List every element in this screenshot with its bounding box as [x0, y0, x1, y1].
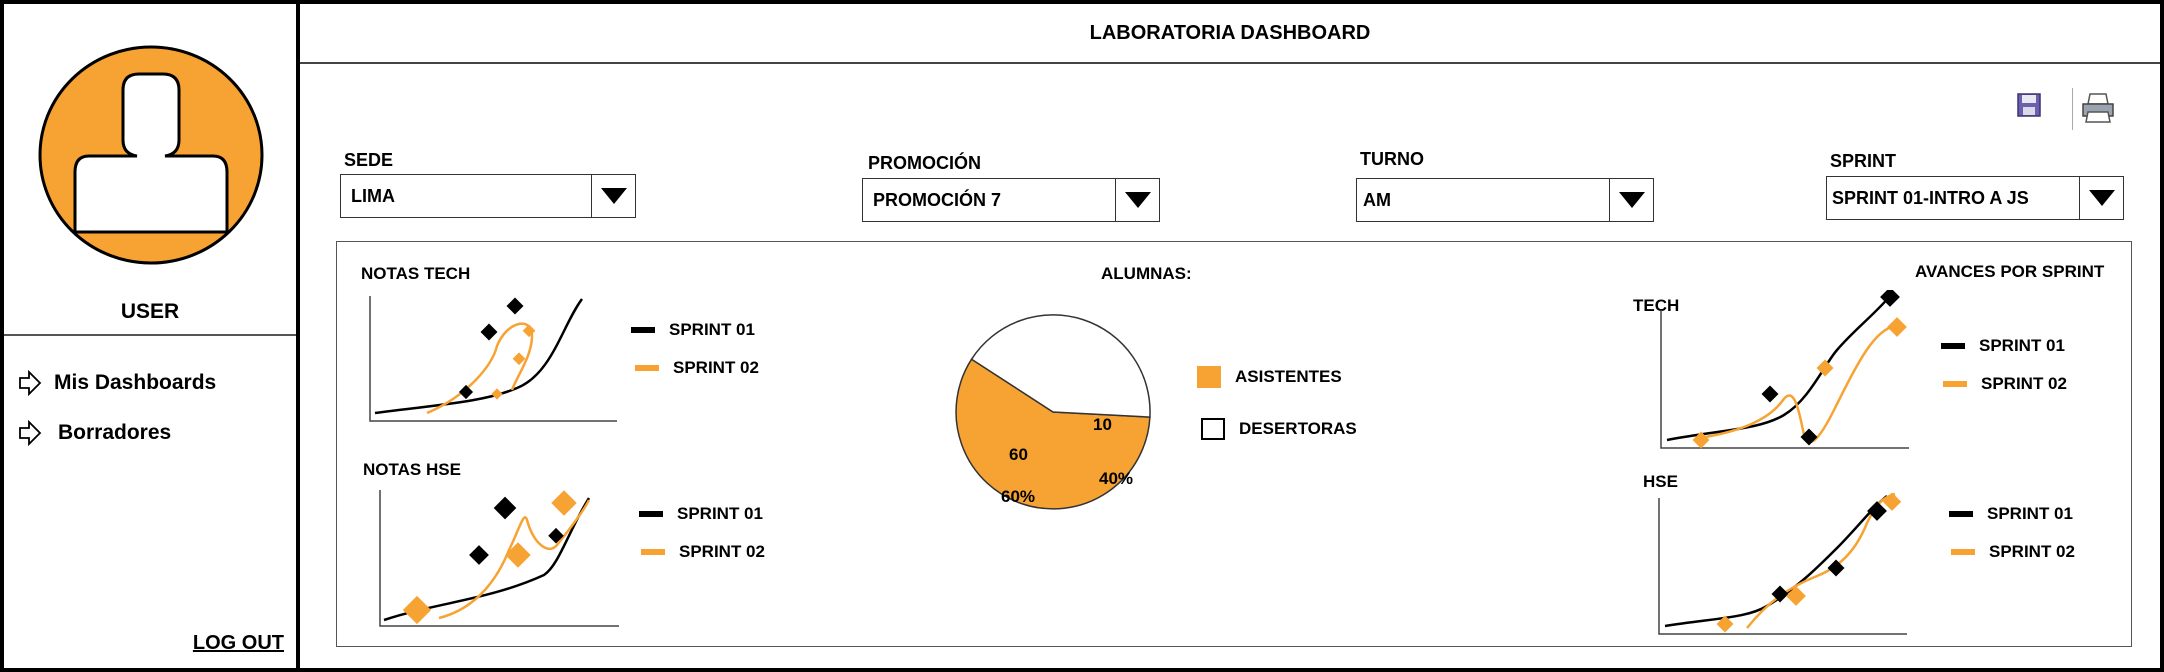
sidebar-item-mis-dashboards[interactable]: Mis Dashboards: [18, 370, 216, 396]
arrow-right-icon: [19, 370, 42, 396]
sprint-select[interactable]: SPRINT 01-INTRO A JS: [1826, 176, 2124, 220]
charts-panel: NOTAS TECH SPRINT 01 SPRINT 02 NOTAS HSE: [336, 241, 2132, 647]
chevron-down-icon[interactable]: [591, 175, 635, 217]
pie-label-value: 60: [1009, 445, 1028, 464]
sede-select[interactable]: LIMA: [340, 174, 636, 218]
legend-label: DESERTORAS: [1239, 419, 1357, 438]
alumnas-pie-chart: 60 60% 10 40%: [955, 314, 1151, 510]
notas-tech-chart: [369, 296, 617, 422]
legend-label: SPRINT 02: [679, 542, 765, 561]
notas-hse-chart: [379, 490, 619, 627]
tech-title: TECH: [1633, 296, 1680, 315]
sidebar-item-borradores[interactable]: Borradores: [18, 420, 171, 446]
sprint02-point: [1887, 317, 1907, 337]
promocion-select[interactable]: PROMOCIÓN 7: [862, 178, 1160, 222]
sprint02-point: [402, 595, 432, 625]
promocion-value: PROMOCIÓN 7: [873, 189, 1002, 210]
sidebar: USER Mis Dashboards Borradores LOG OUT: [0, 0, 300, 672]
printer-icon: [2082, 93, 2114, 123]
sprint02-line: [1698, 323, 1898, 443]
avances-tech-chart: [1660, 290, 1909, 449]
legend-label: SPRINT 01: [677, 504, 763, 523]
chevron-down-icon[interactable]: [1115, 179, 1159, 221]
user-icon: [38, 45, 264, 265]
sprint01-point: [458, 384, 474, 400]
filter-label-promocion: PROMOCIÓN: [868, 153, 982, 173]
save-button[interactable]: [2016, 92, 2042, 123]
sprint02-point: [522, 324, 536, 338]
save-icon: [2017, 93, 2041, 117]
legend-label: ASISTENTES: [1235, 367, 1342, 386]
sprint01-line: [1666, 294, 1892, 442]
sprint02-point: [1786, 586, 1806, 606]
legend-label: SPRINT 02: [1981, 374, 2067, 393]
sprint01-point: [506, 297, 524, 315]
alumnas-title: ALUMNAS:: [1101, 264, 1192, 283]
turno-select[interactable]: AM: [1356, 178, 1654, 222]
legend-sprint02: SPRINT 02: [1943, 374, 2067, 394]
legend-sprint01: SPRINT 01: [1949, 504, 2073, 524]
legend-desertoras: DESERTORAS: [1201, 418, 1357, 440]
sidebar-divider: [4, 334, 296, 336]
avatar[interactable]: [37, 44, 265, 266]
sprint01-point: [1761, 385, 1779, 403]
sidebar-item-label: Borradores: [58, 421, 172, 444]
notas-hse-title: NOTAS HSE: [363, 460, 461, 479]
legend-sprint01: SPRINT 01: [631, 320, 755, 340]
chevron-down-icon[interactable]: [2079, 177, 2123, 219]
hse-title: HSE: [1643, 472, 1678, 491]
sprint-value: SPRINT 01-INTRO A JS: [1832, 187, 2029, 208]
pie-slice-desertoras: [970, 314, 1151, 418]
sprint02-point: [505, 542, 531, 568]
main-area: LABORATORIA DASHBOARD SEDE LIMA PROMOCIÓ…: [300, 0, 2164, 672]
legend-label: SPRINT 01: [1987, 504, 2073, 523]
sede-value: LIMA: [351, 185, 395, 206]
avances-title: AVANCES POR SPRINT: [1915, 262, 2105, 281]
chevron-down-icon[interactable]: [1609, 179, 1653, 221]
filter-label-sprint: SPRINT: [1830, 151, 1897, 171]
sprint01-point: [1867, 501, 1887, 521]
sprint02-point: [1882, 492, 1902, 511]
legend-sprint02: SPRINT 02: [1951, 542, 2075, 562]
filter-label-sede: SEDE: [344, 150, 394, 170]
pie-slice-asistentes: [955, 358, 1151, 510]
legend-sprint01: SPRINT 01: [639, 504, 763, 524]
notas-tech-title: NOTAS TECH: [361, 264, 471, 283]
sprint01-point: [1880, 290, 1900, 307]
sprint02-point: [551, 490, 577, 516]
sprint02-line: [438, 499, 591, 620]
pie-label-percent: 40%: [1099, 469, 1133, 488]
arrow-right-icon: [19, 420, 42, 446]
sprint01-line: [1664, 495, 1888, 628]
sprint01-point: [493, 496, 517, 520]
page-title: LABORATORIA DASHBOARD: [300, 4, 2160, 64]
legend-asistentes: ASISTENTES: [1197, 366, 1342, 388]
toolbar-divider: [2072, 88, 2073, 130]
print-button[interactable]: [2080, 90, 2116, 129]
legend-sprint02: SPRINT 02: [641, 542, 765, 562]
legend-label: SPRINT 01: [1979, 336, 2065, 355]
sprint01-point: [469, 545, 489, 565]
avances-hse-chart: [1658, 492, 1907, 635]
legend-label: SPRINT 02: [673, 358, 759, 377]
sidebar-item-label: Mis Dashboards: [54, 371, 217, 394]
pie-label-percent: 60%: [1001, 487, 1035, 506]
legend-label: SPRINT 01: [669, 320, 755, 339]
legend-sprint02: SPRINT 02: [635, 358, 759, 378]
legend-label: SPRINT 02: [1989, 542, 2075, 561]
sprint02-point: [491, 388, 503, 400]
sprint02-line: [426, 322, 534, 415]
filter-label-turno: TURNO: [1360, 149, 1424, 169]
user-name: USER: [120, 300, 180, 323]
logout-link[interactable]: LOG OUT: [192, 632, 284, 654]
legend-sprint01: SPRINT 01: [1941, 336, 2065, 356]
sprint02-point: [1816, 359, 1834, 377]
sprint01-point: [480, 323, 498, 341]
pie-label-value: 10: [1093, 415, 1112, 434]
sprint01-line: [374, 298, 584, 415]
turno-value: AM: [1363, 189, 1391, 210]
